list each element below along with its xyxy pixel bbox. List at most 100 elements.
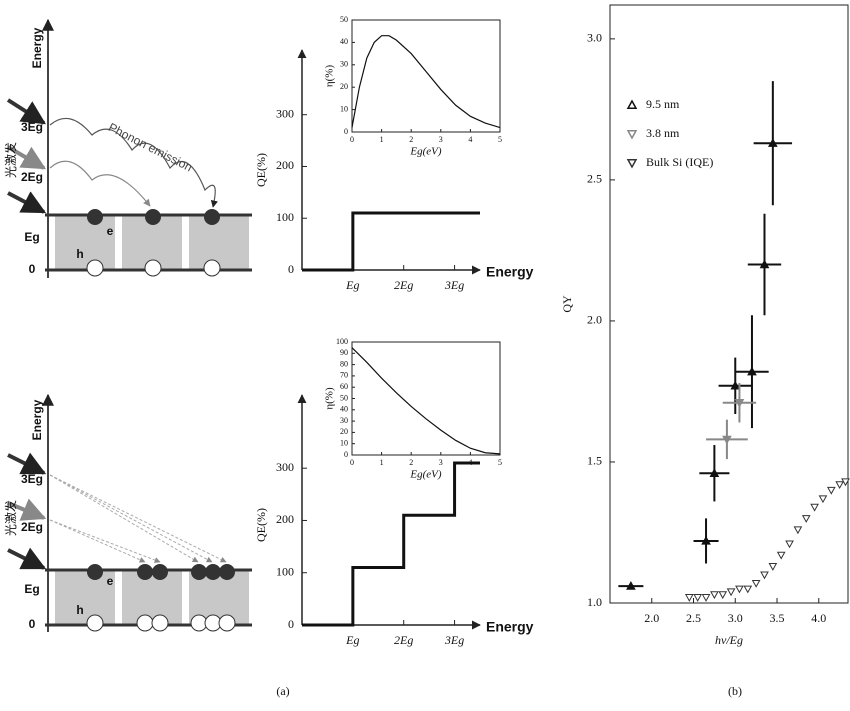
x-tick-label: 3Eg	[444, 633, 464, 647]
x-tick-label: Eg	[345, 633, 359, 647]
y-axis-label: η(%)	[324, 387, 336, 410]
y-tick-label: 20	[340, 427, 348, 436]
electron	[87, 564, 103, 580]
data-point	[759, 259, 770, 269]
y-tick-label: 300	[276, 106, 294, 120]
caption: (b)	[728, 684, 742, 698]
data-point	[743, 585, 753, 594]
legend-symbol	[626, 99, 638, 109]
y-tick-label: 100	[276, 564, 294, 578]
level-label: 0	[29, 617, 36, 631]
data-line	[302, 211, 480, 272]
band-box	[122, 570, 182, 625]
data-point	[785, 540, 794, 549]
electron	[152, 564, 168, 580]
electron-label: e	[107, 224, 114, 238]
y-tick-label: 10	[340, 104, 348, 113]
data-point	[751, 579, 761, 588]
y-tick-label: 10	[340, 439, 348, 448]
data-point	[722, 435, 732, 445]
data-point	[730, 380, 741, 390]
excitation-label: 光激发	[3, 500, 18, 536]
y-tick-label: 1.0	[587, 595, 602, 609]
x-tick-label: 3.5	[770, 611, 785, 625]
data-point	[810, 503, 819, 512]
hole	[151, 614, 169, 632]
electron-label: e	[107, 574, 114, 588]
y-tick-label: 2.0	[587, 313, 602, 327]
data-point	[835, 481, 844, 490]
legend-symbol	[626, 159, 638, 169]
data-point	[726, 588, 736, 597]
electron	[204, 209, 220, 225]
y-tick-label: 1.5	[587, 454, 602, 468]
hole	[144, 259, 162, 277]
y-tick-label: 90	[340, 348, 348, 357]
y-tick-label: 200	[276, 512, 294, 526]
x-tick-label: 5	[498, 458, 502, 467]
y-tick-label: 30	[340, 416, 348, 425]
y-axis-label: QE(%)	[254, 508, 268, 542]
plot-frame	[351, 341, 501, 456]
electron	[191, 564, 207, 580]
y-tick-label: 100	[276, 210, 294, 224]
axis-label: Energy	[30, 399, 44, 440]
y-tick-label: 3.0	[587, 31, 602, 45]
electron	[137, 564, 153, 580]
data-point	[841, 478, 850, 487]
level-label: 2Eg	[21, 170, 43, 184]
x-axis-label: Eg(eV)	[409, 469, 441, 481]
electron	[219, 564, 235, 580]
level-label: 0	[29, 262, 36, 276]
y-tick-label: 70	[340, 371, 348, 380]
band-box	[189, 215, 249, 270]
level-label: 3Eg	[21, 472, 43, 486]
data-point	[801, 515, 811, 523]
legend-label: 3.8 nm	[646, 126, 680, 140]
x-axis-label: hν/Eg	[715, 633, 743, 647]
y-tick-label: 200	[276, 158, 294, 172]
y-tick-label: 0	[344, 450, 348, 459]
level-label: Eg	[24, 582, 39, 596]
data-point	[718, 591, 728, 600]
x-tick-label: 2.0	[644, 611, 659, 625]
relaxation-paths	[49, 474, 227, 563]
excitation-arrow	[7, 191, 47, 214]
x-tick-label: 2Eg	[394, 278, 413, 292]
level-label: 3Eg	[21, 120, 43, 134]
x-tick-label: 2	[409, 458, 413, 467]
hole-label: h	[76, 247, 83, 261]
y-tick-label: 0	[288, 617, 294, 631]
hole	[218, 614, 236, 632]
x-tick-label: 1	[380, 135, 384, 144]
plot-frame	[351, 19, 501, 133]
y-tick-label: 40	[340, 405, 348, 414]
level-label: Eg	[24, 230, 39, 244]
y-tick-label: 300	[276, 460, 294, 474]
band-box	[55, 215, 115, 270]
y-axis-label: QE(%)	[254, 153, 268, 187]
axis-label: Energy	[30, 27, 44, 68]
data-point	[747, 366, 757, 376]
excitation-arrow	[6, 145, 47, 170]
data-line	[351, 35, 501, 129]
legend-symbol	[626, 130, 638, 140]
data-line	[302, 461, 480, 627]
caption: (a)	[276, 684, 289, 698]
data-point	[760, 571, 769, 580]
x-tick-label: 4	[468, 458, 472, 467]
y-tick-label: 20	[340, 82, 348, 91]
process-label: Phonon emission	[106, 120, 194, 174]
hole	[203, 259, 221, 277]
electron	[145, 209, 161, 225]
x-tick-label: 0	[350, 135, 354, 144]
x-tick-label: 3	[439, 458, 443, 467]
data-point	[826, 486, 836, 495]
excitation-label: 光激发	[3, 142, 18, 178]
plot-frame	[609, 4, 849, 604]
excitation-arrow	[7, 452, 47, 475]
y-tick-label: 2.5	[587, 172, 602, 186]
legend-label: Bulk Si (IQE)	[646, 155, 713, 169]
y-tick-label: 100	[336, 337, 348, 346]
